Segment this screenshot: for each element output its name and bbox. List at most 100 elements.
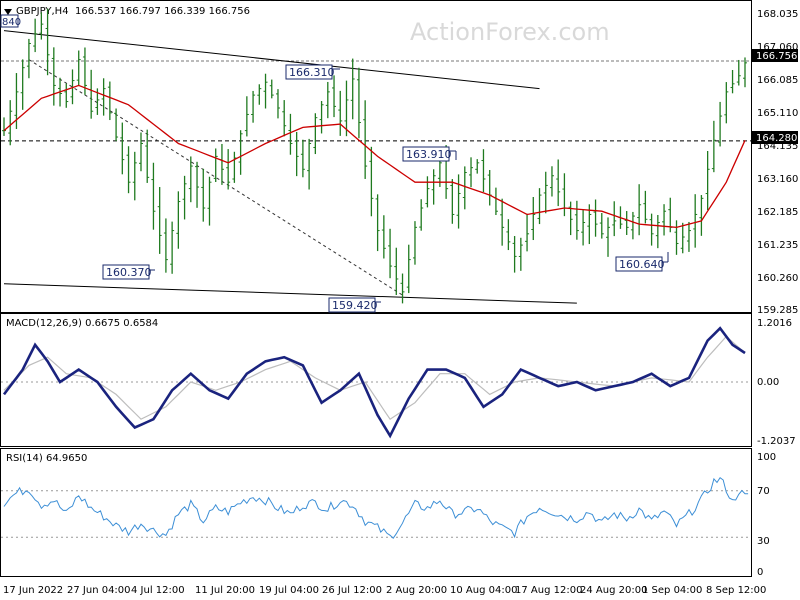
rsi-tick: 100 bbox=[757, 452, 776, 463]
level-price-text: 164.280 bbox=[756, 133, 797, 144]
ohlc-bar bbox=[506, 219, 511, 251]
ohlc-bar bbox=[724, 82, 729, 124]
ohlc-bar bbox=[201, 168, 206, 222]
rsi-tick: 30 bbox=[757, 536, 770, 547]
ohlc-bar bbox=[487, 170, 492, 206]
ohlc-bar bbox=[562, 173, 567, 217]
price-tick: 168.035 bbox=[757, 9, 798, 20]
ohlc-bar bbox=[649, 213, 654, 246]
rsi-tick: 70 bbox=[757, 486, 770, 497]
ohlc-bar bbox=[207, 176, 212, 226]
ohlc-bar bbox=[400, 273, 405, 304]
ohlc-bar bbox=[686, 221, 691, 252]
ohlc-bar bbox=[512, 236, 517, 273]
ohlc-bar bbox=[531, 196, 536, 241]
time-label: 1 Sep 04:00 bbox=[642, 585, 702, 596]
ohlc-bar bbox=[163, 218, 168, 273]
ohlc-bar bbox=[344, 80, 349, 137]
price-tick: 162.185 bbox=[757, 207, 798, 218]
ohlc-bar bbox=[307, 138, 312, 190]
ohlc-bar bbox=[612, 201, 617, 237]
ohlc-bar bbox=[568, 201, 573, 236]
ohlc-bar bbox=[431, 169, 436, 205]
time-axis: 17 Jun 2022 27 Jun 04:00 4 Jul 12:00 11 … bbox=[3, 585, 766, 596]
ohlc-bar bbox=[643, 190, 648, 224]
ohlc-bar bbox=[188, 156, 193, 203]
ohlc-bar bbox=[138, 132, 143, 172]
ohlc-bar bbox=[151, 162, 156, 230]
ohlc-bar bbox=[195, 161, 200, 208]
ohlc-bar bbox=[450, 179, 455, 224]
ohlc-bar bbox=[574, 200, 579, 240]
ohlc-bar bbox=[89, 69, 94, 119]
ohlc-bar bbox=[282, 100, 287, 137]
price-tick: 167.060 bbox=[757, 42, 798, 53]
ohlc-bar bbox=[145, 129, 150, 183]
time-label: 17 Aug 12:00 bbox=[515, 585, 582, 596]
macd-line bbox=[2, 326, 746, 439]
ohlc-bar bbox=[120, 122, 125, 175]
ohlc-bar bbox=[711, 120, 716, 173]
time-label: 8 Sep 12:00 bbox=[706, 585, 766, 596]
ohlc-bar bbox=[294, 131, 299, 177]
ohlc-bar bbox=[699, 195, 704, 236]
ohlc-bar bbox=[587, 204, 592, 245]
rsi-title: RSI(14) 64.9650 bbox=[6, 453, 87, 464]
ohlc-bar bbox=[606, 217, 611, 257]
time-label: 4 Jul 12:00 bbox=[131, 585, 185, 596]
ohlc-bar bbox=[556, 159, 561, 207]
ohlc-bar bbox=[493, 187, 498, 216]
ohlc-bar bbox=[170, 221, 175, 274]
trendline bbox=[3, 283, 577, 304]
ohlc-bar bbox=[736, 59, 741, 86]
ohlc-bar bbox=[101, 78, 106, 116]
annotation-p3: 160.370 bbox=[102, 264, 155, 280]
ohlc-bar bbox=[176, 191, 181, 249]
ohlc-bar bbox=[114, 108, 119, 142]
ohlc-bar bbox=[680, 222, 685, 254]
annotation-p2-text: 163.910 bbox=[406, 148, 452, 161]
ohlc-bar bbox=[269, 79, 274, 99]
ohlc-bar bbox=[319, 101, 324, 134]
ohlc-bar bbox=[375, 194, 380, 252]
ohlc-bar bbox=[70, 69, 75, 105]
rsi-line bbox=[3, 476, 749, 539]
ohlc-bar bbox=[232, 151, 237, 183]
price-layer bbox=[1, 8, 751, 304]
rsi-panel-frame bbox=[0, 448, 752, 577]
annotation-p5: 160.640 bbox=[615, 252, 669, 272]
time-label: 17 Jun 2022 bbox=[3, 585, 63, 596]
time-label: 19 Jul 04:00 bbox=[259, 585, 319, 596]
ohlc-bar bbox=[730, 70, 735, 94]
time-label: 27 Jun 04:00 bbox=[67, 585, 131, 596]
ohlc-bar bbox=[313, 113, 318, 155]
ohlc-bar bbox=[157, 187, 162, 254]
ohlc-bar bbox=[64, 83, 69, 108]
triangle-down-icon[interactable] bbox=[4, 9, 12, 15]
ohlc-bar bbox=[500, 198, 505, 246]
current-price-badge: 166.756 bbox=[752, 49, 798, 62]
ohlc-bar bbox=[332, 75, 337, 118]
rsi-tick: 0 bbox=[757, 567, 763, 578]
ohlc-bar bbox=[456, 174, 461, 229]
ohlc-bar bbox=[300, 139, 305, 178]
ohlc-bar bbox=[637, 184, 642, 236]
ohlc-bar bbox=[126, 146, 131, 194]
ohlc-bar bbox=[674, 220, 679, 255]
ohlc-bar bbox=[475, 159, 480, 174]
macd-panel-frame bbox=[0, 313, 752, 447]
ohlc-bar bbox=[655, 214, 660, 249]
annotation-p1-text: 166.310 bbox=[289, 66, 335, 79]
ohlc-bar bbox=[425, 176, 430, 208]
ohlc-bar bbox=[406, 244, 411, 294]
watermark: ActionForex.com bbox=[410, 18, 610, 46]
ohlc-bar bbox=[356, 67, 361, 139]
ohlc-bar bbox=[549, 166, 554, 197]
time-label: 10 Aug 04:00 bbox=[450, 585, 517, 596]
price-tick: 165.110 bbox=[757, 108, 798, 119]
macd-tick: -1.2037 bbox=[757, 436, 796, 447]
trendline bbox=[3, 30, 540, 90]
ohlc-bar bbox=[39, 12, 44, 40]
ohlc-bar bbox=[51, 47, 56, 106]
